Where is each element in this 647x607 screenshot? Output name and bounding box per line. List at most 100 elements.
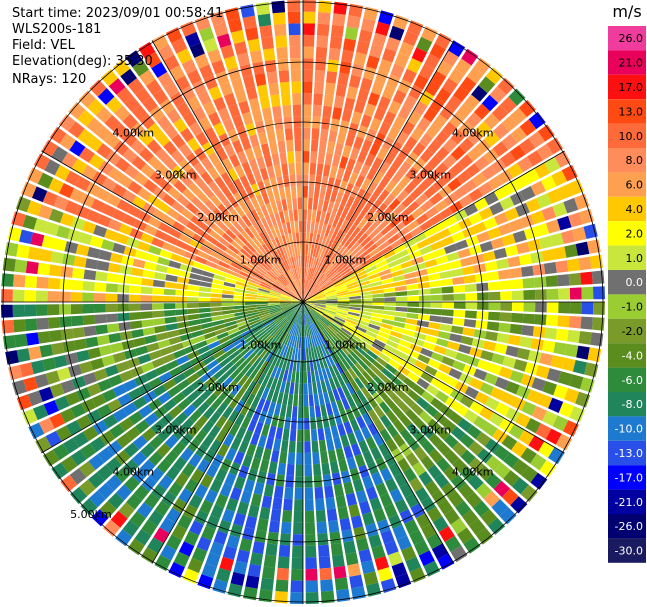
velocity-gate [558,401,575,418]
velocity-gate [112,384,128,397]
velocity-gate [105,457,122,473]
velocity-gate [207,48,222,64]
velocity-gate [420,455,435,470]
velocity-gate [242,429,253,443]
velocity-gate [360,291,373,296]
velocity-gate [238,323,250,331]
velocity-gate [290,186,297,198]
velocity-gate [373,375,386,388]
velocity-gate [294,293,303,302]
velocity-gate [234,164,246,178]
velocity-gate [300,302,303,314]
velocity-gate [328,365,337,378]
velocity-gate [37,204,53,220]
velocity-gate [200,473,214,489]
velocity-gate [95,106,113,124]
velocity-gate [19,362,34,378]
velocity-gate [310,283,319,294]
velocity-gate [474,155,490,171]
velocity-gate [436,338,449,348]
velocity-gate [350,333,362,343]
velocity-gate [294,293,303,302]
ring-label: 1.00km [325,254,367,267]
velocity-gate [212,579,228,594]
velocity-gate [369,276,382,284]
colorbar-tick-label: 21.0 [619,57,644,70]
velocity-gate [376,518,391,534]
azimuth-spoke [151,40,304,303]
velocity-gate [249,50,263,64]
velocity-gate [424,480,440,496]
velocity-gate [337,307,349,312]
velocity-gate [164,281,177,289]
velocity-gate [384,363,397,375]
velocity-gate [311,309,322,318]
velocity-gate [271,252,280,263]
velocity-gate [271,0,286,14]
velocity-gate [393,221,406,233]
velocity-gate [99,430,116,446]
velocity-gate [219,81,233,96]
velocity-gate [567,329,581,343]
velocity-gate [200,388,213,401]
velocity-gate [294,302,303,311]
velocity-gate [325,305,338,309]
velocity-gate [172,372,187,385]
velocity-gate [153,272,167,281]
velocity-gate [194,484,209,499]
velocity-gate [304,464,313,477]
velocity-gate [267,324,278,334]
velocity-gate [88,454,105,471]
velocity-gate [296,244,301,256]
velocity-gate [303,297,314,302]
velocity-gate [306,279,310,291]
velocity-gate [148,451,164,466]
velocity-gate [227,168,239,182]
velocity-gate [304,499,314,512]
velocity-gate [291,302,303,305]
velocity-gate [303,302,306,314]
velocity-gate [13,274,26,288]
velocity-gate [289,174,296,187]
colorbar-swatch [608,123,646,148]
velocity-gate [371,342,384,352]
velocity-gate [273,224,281,237]
velocity-gate [580,316,593,330]
velocity-gate [279,275,289,285]
velocity-gate [522,277,535,289]
velocity-gate [378,161,391,175]
velocity-gate [137,353,152,365]
velocity-gate [155,131,170,147]
velocity-gate [183,366,196,378]
velocity-gate [321,462,331,476]
azimuth-spoke [41,150,304,303]
velocity-gate [112,351,127,363]
velocity-gate [591,270,605,285]
velocity-gate [395,306,408,312]
velocity-gate [287,270,294,282]
velocity-gate [411,337,425,347]
velocity-gate [310,221,315,234]
velocity-gate [326,300,338,302]
velocity-gate [236,501,249,516]
velocity-gate [298,302,303,313]
velocity-gate [83,269,97,281]
velocity-gate [247,336,258,346]
velocity-gate [384,297,396,302]
velocity-gate [267,531,279,545]
velocity-gate [410,365,424,377]
velocity-gate [378,442,391,457]
velocity-gate [257,13,272,27]
velocity-gate [275,427,283,440]
velocity-gate [308,347,313,360]
velocity-gate [309,324,314,336]
velocity-gate [463,536,481,554]
velocity-gate [175,289,188,296]
velocity-gate [14,259,28,273]
velocity-gate [246,172,257,186]
velocity-gate [440,235,455,247]
velocity-gate [362,412,373,426]
velocity-gate [60,266,74,278]
velocity-gate [342,270,353,279]
velocity-gate [257,435,267,448]
